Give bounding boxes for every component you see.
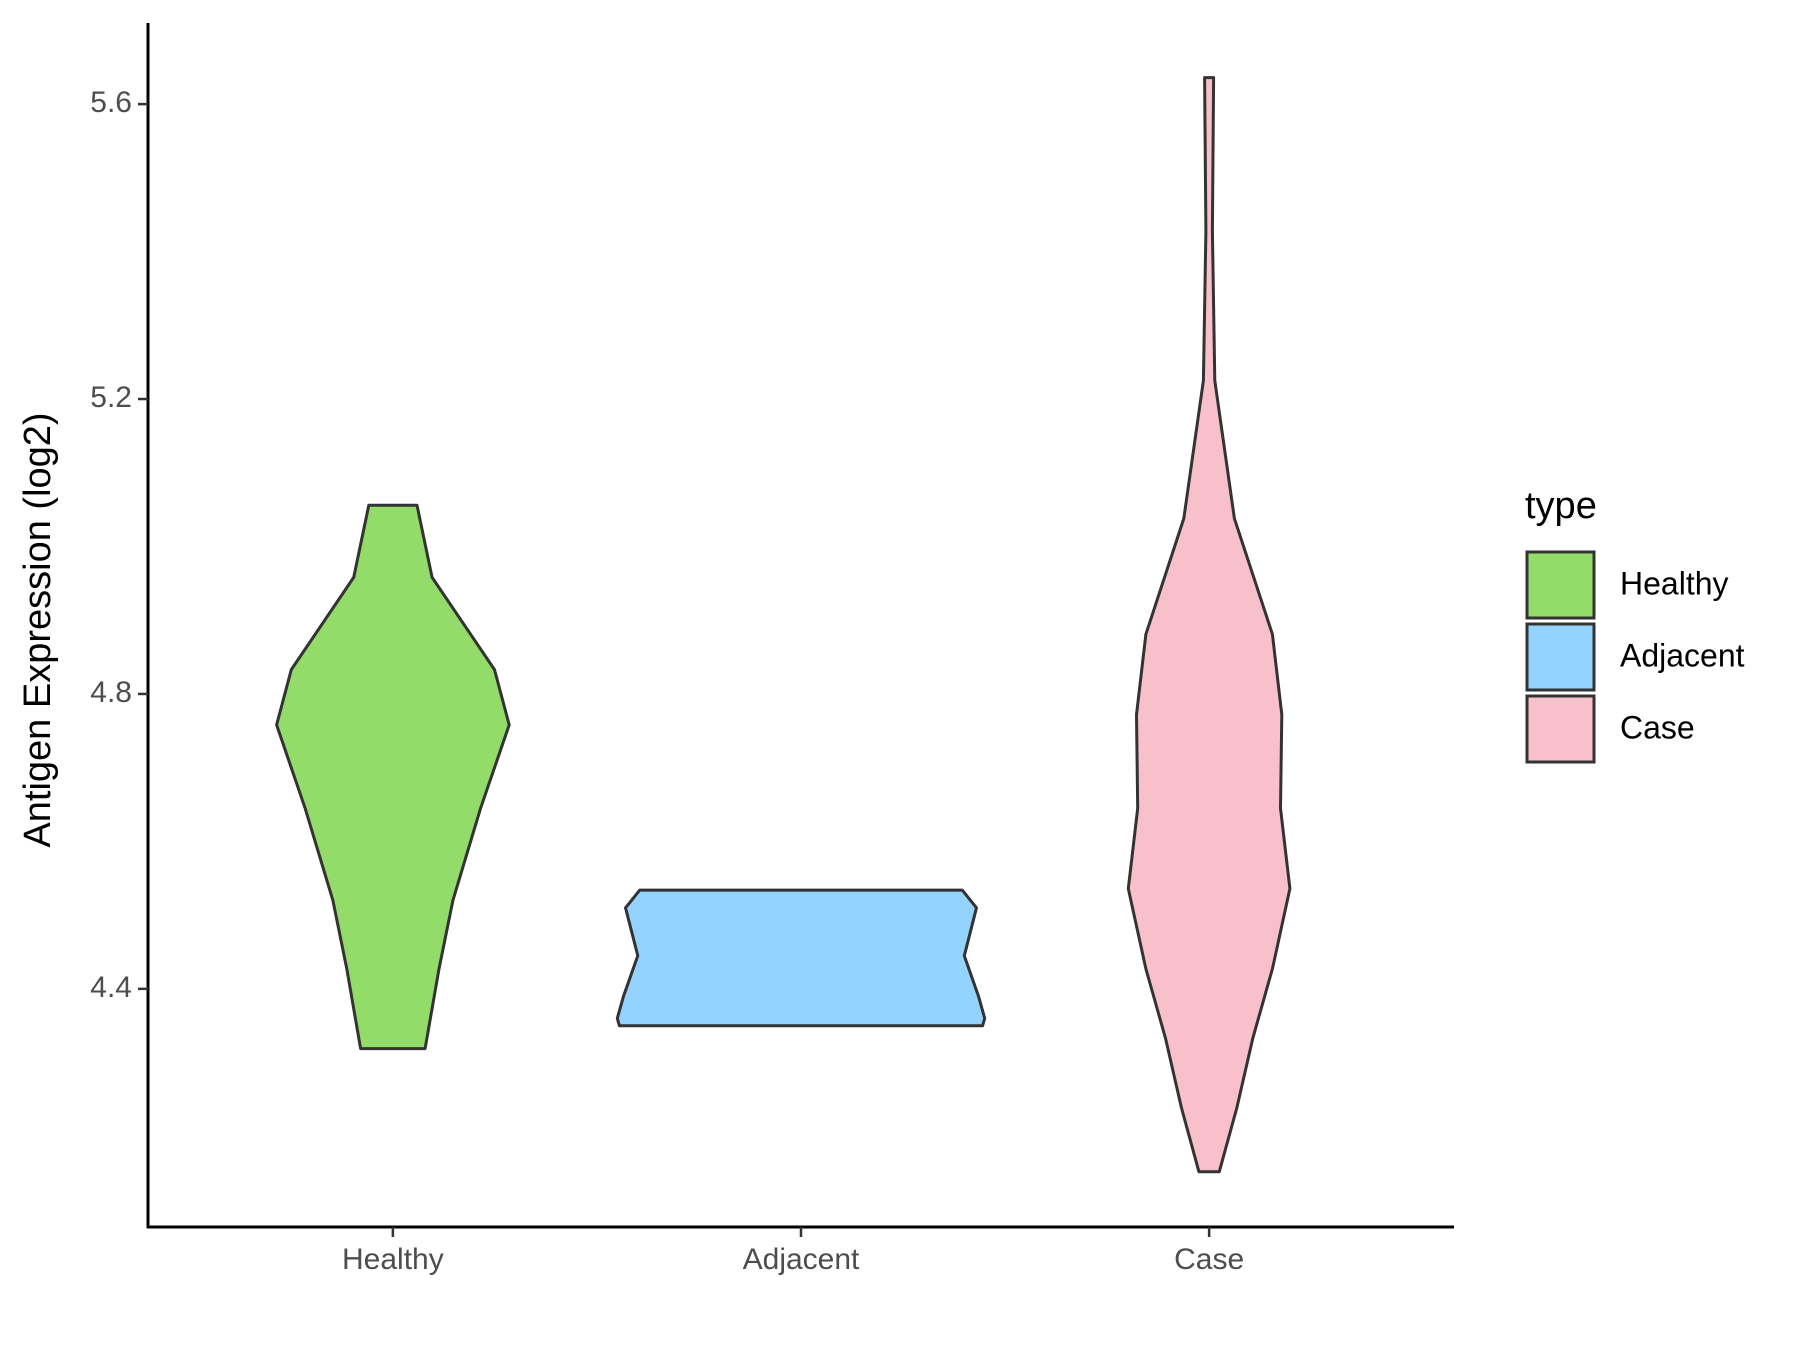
violin [1126,76,1292,1174]
legend-key [1525,550,1596,620]
x-tick-label: Adjacent [743,1243,860,1276]
y-tick-label: 4.8 [90,676,132,709]
legend-key [1525,694,1596,764]
violin [275,503,511,1051]
violin [615,888,987,1028]
x-tick-label: Healthy [342,1243,444,1276]
x-tick-label: Case [1174,1243,1244,1276]
y-axis-label: Antigen Expression (log2) [17,412,59,847]
legend-key [1525,622,1596,692]
y-tick-label: 5.2 [90,381,132,414]
y-tick-label: 5.6 [90,86,132,119]
legend-title: type [1525,485,1597,527]
legend-label: Case [1620,709,1695,745]
legend-label: Adjacent [1620,637,1745,673]
legend-label: Healthy [1620,565,1729,601]
y-tick-label: 4.4 [90,971,132,1004]
